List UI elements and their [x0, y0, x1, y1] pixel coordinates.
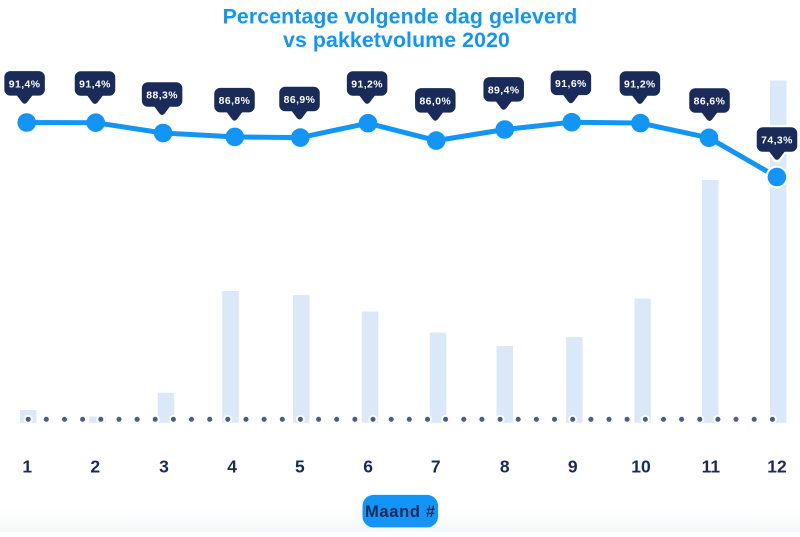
svg-text:4: 4 [227, 457, 237, 477]
svg-text:91,2%: 91,2% [351, 79, 383, 90]
svg-text:86,9%: 86,9% [284, 95, 316, 106]
svg-text:9: 9 [568, 457, 578, 477]
svg-text:2: 2 [90, 457, 100, 477]
svg-text:86,6%: 86,6% [694, 97, 726, 108]
svg-text:12: 12 [767, 457, 787, 477]
svg-text:91,2%: 91,2% [624, 80, 656, 91]
svg-text:10: 10 [631, 457, 651, 477]
svg-text:8: 8 [500, 457, 510, 477]
svg-text:6: 6 [363, 457, 373, 477]
svg-text:7: 7 [431, 457, 441, 477]
svg-text:74,3%: 74,3% [761, 135, 793, 146]
svg-text:3: 3 [159, 457, 169, 477]
svg-text:5: 5 [295, 457, 305, 477]
svg-text:91,4%: 91,4% [9, 79, 41, 90]
svg-text:88,3%: 88,3% [146, 91, 178, 102]
svg-text:86,8%: 86,8% [219, 96, 251, 107]
svg-text:11: 11 [702, 457, 721, 477]
svg-text:89,4%: 89,4% [488, 85, 520, 96]
svg-text:91,4%: 91,4% [79, 80, 111, 91]
svg-text:Maand #: Maand # [365, 502, 436, 521]
svg-text:vs pakketvolume 2020: vs pakketvolume 2020 [283, 28, 510, 52]
svg-text:1: 1 [22, 457, 32, 477]
svg-text:91,6%: 91,6% [555, 79, 587, 90]
svg-text:86,0%: 86,0% [419, 96, 451, 107]
svg-text:Percentage volgende dag geleve: Percentage volgende dag geleverd [223, 5, 578, 29]
